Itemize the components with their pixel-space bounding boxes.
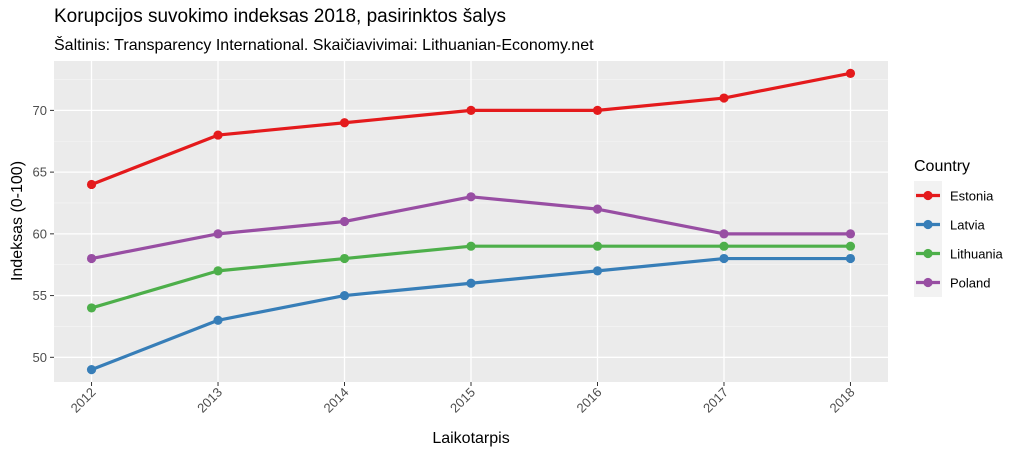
y-tick-label: 70 <box>33 103 47 118</box>
data-point-lithuania <box>213 266 223 276</box>
data-point-estonia <box>592 105 603 115</box>
data-point-poland <box>719 229 729 239</box>
data-point-lithuania <box>466 241 476 251</box>
x-axis-label: Laikotarpis <box>432 430 509 447</box>
data-point-latvia <box>845 253 856 264</box>
data-point-latvia <box>86 365 97 375</box>
data-point-lithuania <box>339 253 350 264</box>
data-point-estonia <box>845 68 856 78</box>
legend-key-point <box>923 219 933 230</box>
data-point-latvia <box>213 315 223 325</box>
data-point-lithuania <box>592 241 603 251</box>
legend: Country Estonia Latvia Lithuania Poland <box>914 158 1004 297</box>
data-point-lithuania <box>86 303 97 313</box>
data-point-poland <box>339 216 350 227</box>
y-tick-label: 65 <box>33 165 47 180</box>
y-tick-label: 50 <box>33 350 47 365</box>
data-point-lithuania <box>719 241 729 251</box>
data-point-poland <box>213 229 223 239</box>
data-point-latvia <box>339 290 350 301</box>
legend-key-point <box>923 277 933 288</box>
x-axis: 2012 2013 2014 2015 2016 2017 2018 <box>68 382 858 416</box>
data-point-estonia <box>86 179 97 190</box>
y-tick-label: 55 <box>33 288 47 303</box>
x-tick-label: 2014 <box>321 385 352 416</box>
series-points <box>86 68 856 375</box>
legend-key-point <box>923 190 933 201</box>
x-tick-label: 2017 <box>700 385 731 416</box>
data-point-estonia <box>466 105 476 115</box>
x-tick-label: 2016 <box>574 385 605 416</box>
chart-title: Korupcijos suvokimo indeksas 2018, pasir… <box>54 6 506 27</box>
legend-key-point <box>923 248 933 259</box>
legend-label-estonia: Estonia <box>950 189 994 204</box>
x-tick-label: 2012 <box>68 385 99 416</box>
data-point-poland <box>845 229 856 239</box>
data-point-poland <box>592 204 603 214</box>
data-point-latvia <box>592 266 603 276</box>
legend-label-latvia: Latvia <box>950 218 985 233</box>
data-point-latvia <box>719 253 729 264</box>
data-point-poland <box>86 253 97 264</box>
chart-subtitle: Šaltinis: Transparency International. Sk… <box>54 35 594 54</box>
x-tick-label: 2018 <box>827 385 858 416</box>
data-point-estonia <box>339 118 350 128</box>
data-point-estonia <box>719 93 729 103</box>
legend-title: Country <box>914 158 970 175</box>
data-point-poland <box>466 192 476 202</box>
x-tick-label: 2013 <box>194 385 225 416</box>
data-point-latvia <box>466 278 476 288</box>
y-tick-label: 60 <box>33 226 47 241</box>
data-point-estonia <box>213 130 223 140</box>
legend-label-poland: Poland <box>950 276 990 291</box>
legend-label-lithuania: Lithuania <box>950 247 1004 262</box>
x-tick-label: 2015 <box>447 385 478 416</box>
y-axis: 50 55 60 65 70 <box>33 103 54 365</box>
y-axis-label: Indeksas (0-100) <box>9 161 26 281</box>
data-point-lithuania <box>845 241 856 251</box>
